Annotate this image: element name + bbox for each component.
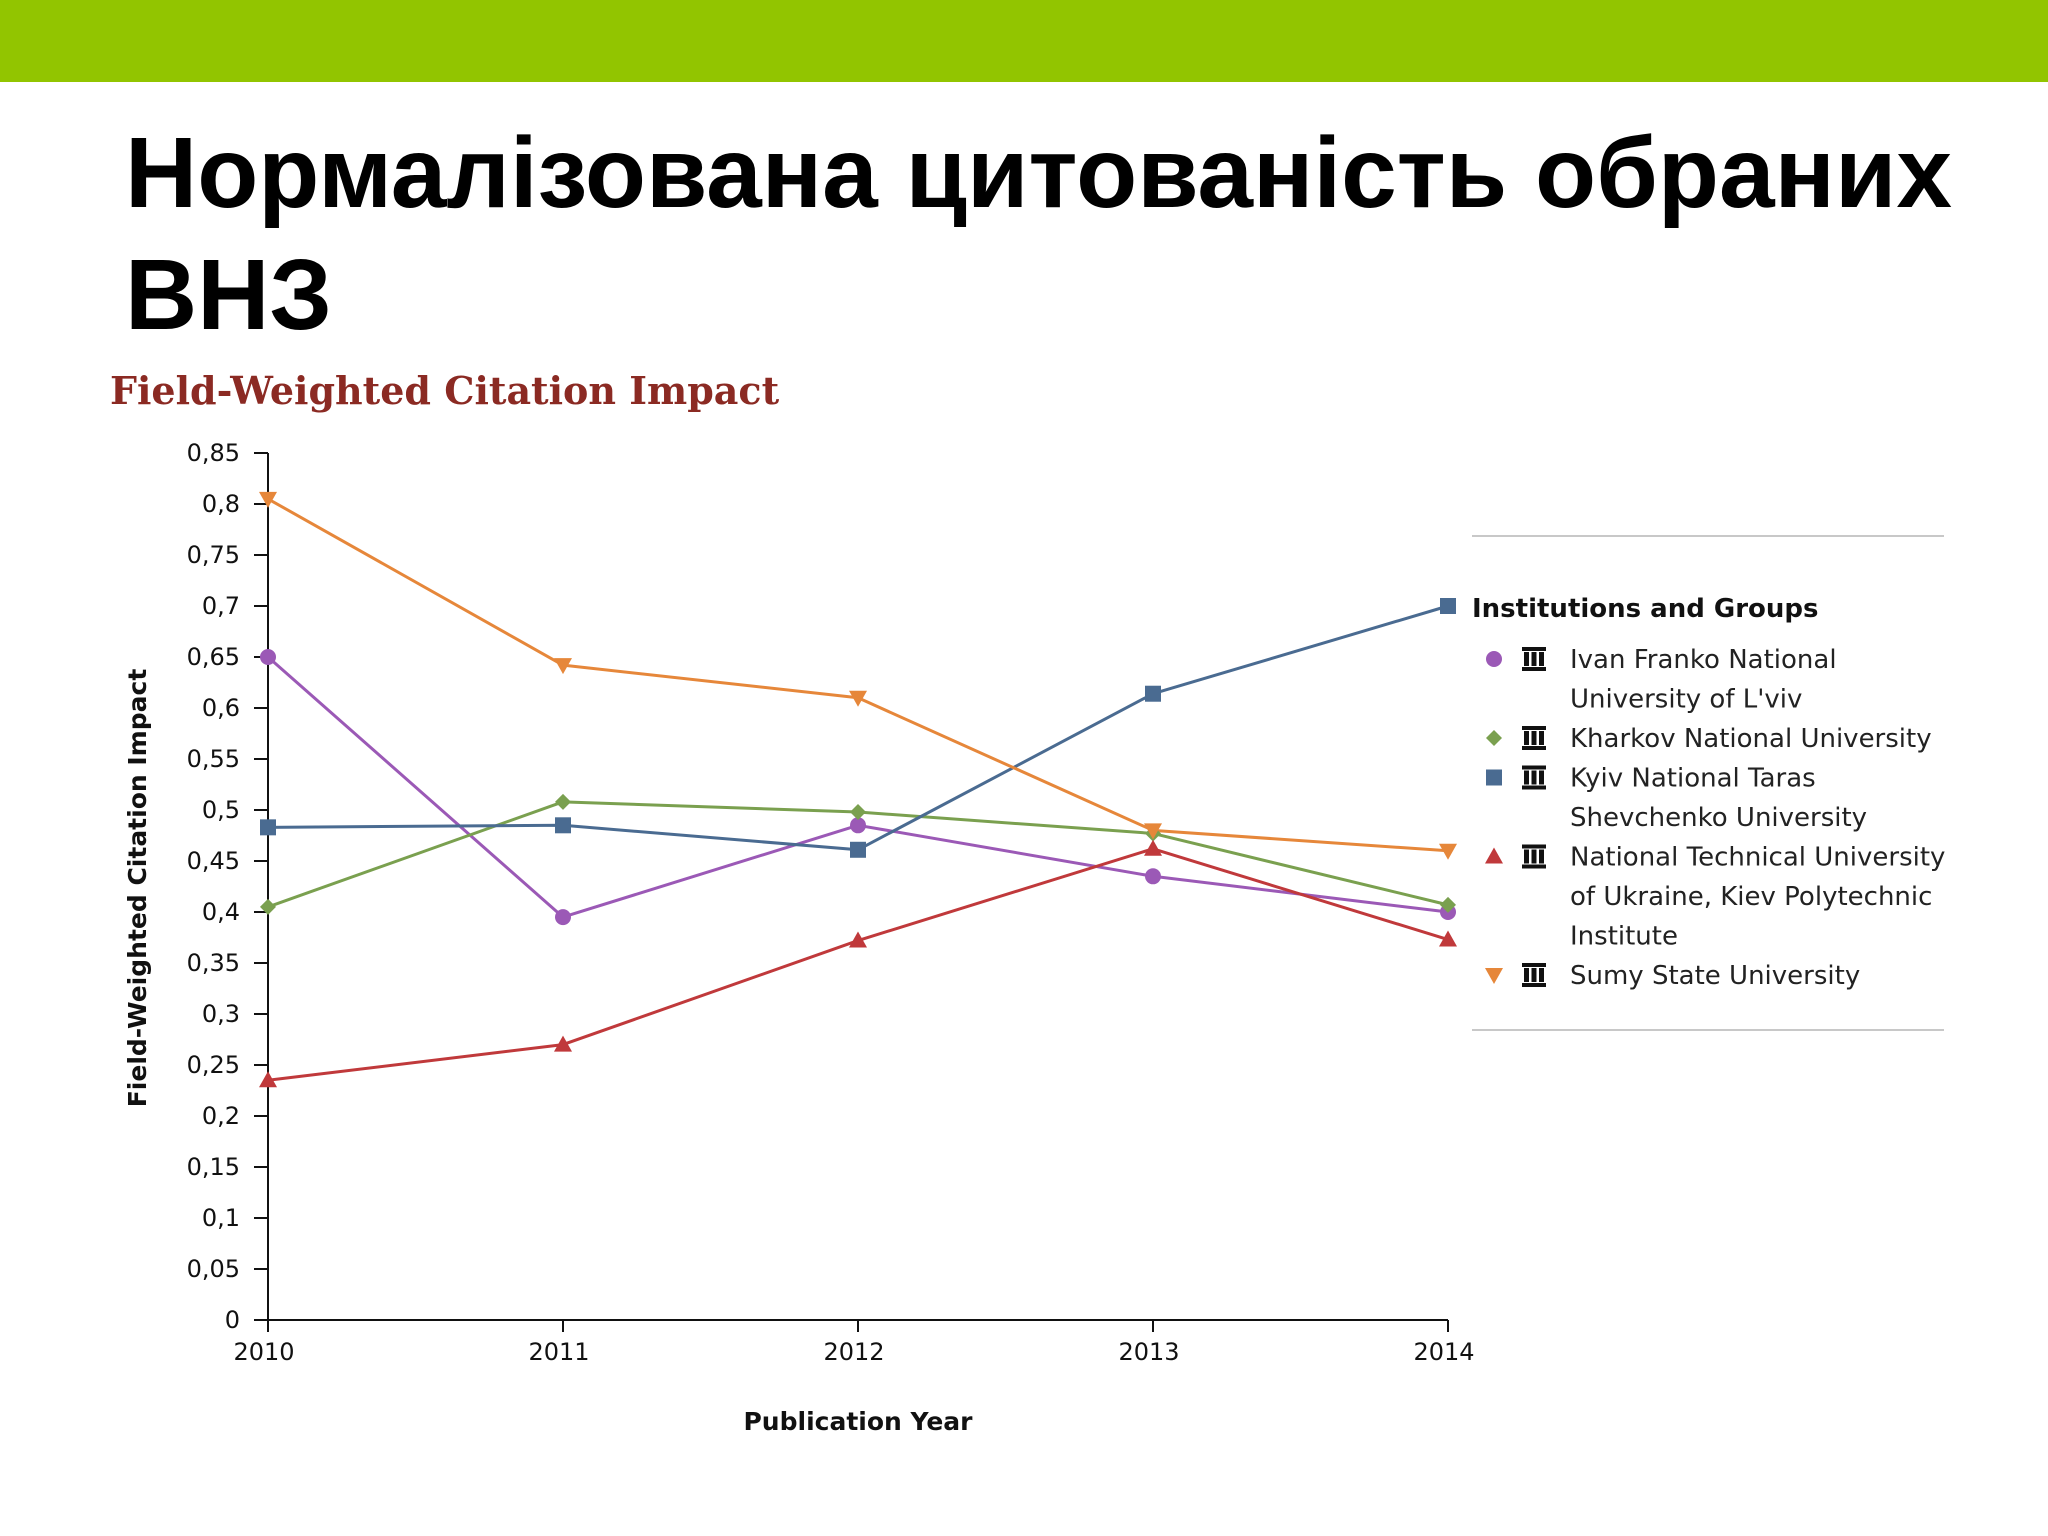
y-tick-label: 0,6 bbox=[202, 694, 240, 722]
y-tick-label: 0,8 bbox=[202, 490, 240, 518]
legend-item: National Technical University of Ukraine,… bbox=[1485, 843, 1945, 952]
series-2-point bbox=[850, 841, 866, 858]
series-4-point bbox=[849, 690, 867, 707]
series-2-point bbox=[555, 817, 571, 834]
legend-label: University of L'viv bbox=[1570, 685, 1802, 715]
slide-title: Нормалізована цитованість обраних ВНЗ bbox=[125, 117, 1953, 351]
top-accent-bar bbox=[0, 0, 2048, 82]
y-axis: 0 0,05 0,1 0,15 0,2 0,25 0,3 0,35 0,4 0,45 0,5 0,55… bbox=[187, 439, 269, 1334]
series-1-point bbox=[260, 898, 276, 915]
series-3-point bbox=[849, 931, 867, 948]
series-4-point bbox=[554, 658, 572, 675]
legend-label: Institute bbox=[1570, 922, 1678, 952]
series-0-point bbox=[555, 909, 571, 926]
y-tick-label: 0,5 bbox=[202, 796, 240, 824]
y-axis-title: Field-Weighted Citation Impact bbox=[123, 669, 152, 1108]
series-4-point bbox=[1439, 843, 1457, 860]
legend-marker bbox=[1486, 651, 1502, 667]
x-tick-label: 2010 bbox=[233, 1338, 294, 1366]
y-tick-label: 0,4 bbox=[202, 898, 240, 926]
x-axis: 2010 2011 2012 2013 2014 bbox=[233, 1319, 1475, 1366]
y-tick-label: 0 bbox=[225, 1306, 240, 1334]
y-tick-label: 0,35 bbox=[187, 949, 240, 977]
y-tick-label: 0,3 bbox=[202, 1000, 240, 1028]
y-tick-label: 0,85 bbox=[187, 439, 240, 467]
series-lines bbox=[267, 497, 1449, 1082]
legend-label: Kyiv National Taras bbox=[1570, 764, 1816, 794]
institution-icon bbox=[1522, 963, 1546, 987]
legend-label: of Ukraine, Kiev Polytechnic bbox=[1570, 882, 1932, 912]
series-0-point bbox=[1145, 868, 1161, 885]
y-tick-label: 0,65 bbox=[187, 643, 240, 671]
legend: Institutions and Groups Ivan Franko Nati… bbox=[1472, 535, 1945, 1031]
series-1-point bbox=[555, 793, 571, 810]
x-axis-title: Publication Year bbox=[743, 1407, 973, 1436]
y-tick-label: 0,2 bbox=[202, 1102, 240, 1130]
chart-title: Field-Weighted Citation Impact bbox=[110, 368, 780, 413]
legend-item: Ivan Franko National University of L'viv bbox=[1486, 645, 1837, 715]
legend-item: Kharkov National University bbox=[1486, 724, 1932, 754]
x-tick-label: 2014 bbox=[1413, 1338, 1474, 1366]
y-tick-label: 0,45 bbox=[187, 847, 240, 875]
series-markers bbox=[259, 491, 1457, 1088]
series-4-point bbox=[259, 491, 277, 508]
series-1-point bbox=[850, 804, 866, 821]
legend-item: Sumy State University bbox=[1485, 961, 1860, 991]
series-3-point bbox=[1439, 930, 1457, 947]
series-line-3 bbox=[267, 847, 1449, 1082]
y-tick-label: 0,1 bbox=[202, 1204, 240, 1232]
institution-icon bbox=[1522, 844, 1546, 869]
legend-label: Kharkov National University bbox=[1570, 724, 1932, 754]
legend-label: Shevchenko University bbox=[1570, 803, 1867, 833]
institution-icon bbox=[1522, 765, 1546, 790]
institution-icon bbox=[1522, 647, 1546, 671]
series-0-point bbox=[260, 649, 276, 665]
series-0-point bbox=[850, 817, 866, 834]
series-1-point bbox=[1440, 896, 1456, 913]
x-tick-label: 2011 bbox=[528, 1338, 589, 1366]
series-2-point bbox=[260, 819, 276, 836]
series-4-point bbox=[1144, 823, 1162, 840]
institution-icon bbox=[1522, 726, 1546, 750]
legend-label: Ivan Franko National bbox=[1570, 645, 1837, 675]
series-2-point bbox=[1145, 685, 1161, 702]
series-3-point bbox=[259, 1071, 277, 1088]
x-tick-label: 2012 bbox=[823, 1338, 884, 1366]
y-tick-label: 0,75 bbox=[187, 541, 240, 569]
y-tick-label: 0,7 bbox=[202, 592, 240, 620]
y-tick-label: 0,05 bbox=[187, 1255, 240, 1283]
series-line-4 bbox=[267, 497, 1449, 853]
y-tick-label: 0,55 bbox=[187, 745, 240, 773]
y-tick-label: 0,25 bbox=[187, 1051, 240, 1079]
legend-item: Kyiv National Taras Shevchenko University bbox=[1486, 764, 1867, 833]
x-tick-label: 2013 bbox=[1118, 1338, 1179, 1366]
series-3-point bbox=[554, 1035, 572, 1052]
legend-marker bbox=[1485, 847, 1503, 864]
series-3-point bbox=[1144, 839, 1162, 856]
legend-title: Institutions and Groups bbox=[1472, 594, 1819, 624]
legend-marker bbox=[1486, 769, 1502, 786]
y-tick-label: 0,15 bbox=[187, 1153, 240, 1181]
legend-marker bbox=[1485, 968, 1503, 984]
legend-marker bbox=[1486, 730, 1502, 746]
legend-label: National Technical University bbox=[1570, 843, 1945, 873]
series-2-point bbox=[1440, 598, 1456, 614]
legend-label: Sumy State University bbox=[1570, 961, 1860, 991]
